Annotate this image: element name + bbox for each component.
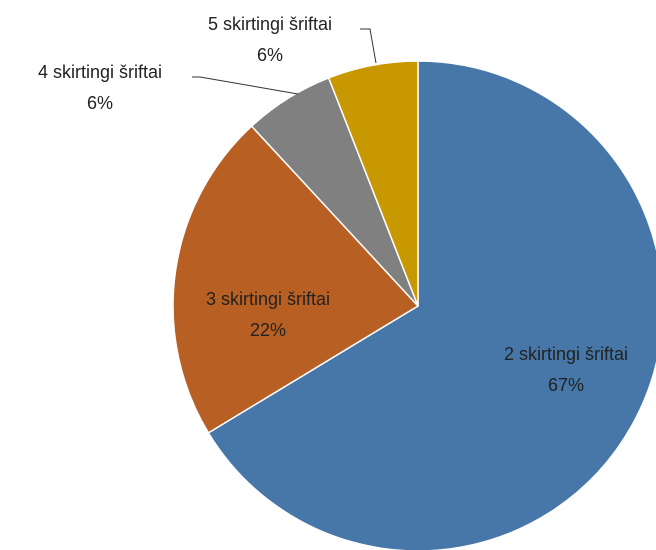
pie-slice	[327, 60, 419, 307]
leader-line	[360, 28, 377, 64]
value-label: 6%	[87, 93, 113, 113]
value-label: 22%	[250, 320, 286, 340]
value-label: 67%	[548, 375, 584, 395]
slice-label: 4 skirtingi šriftai	[38, 62, 162, 82]
slice-label: 3 skirtingi šriftai	[206, 289, 330, 309]
slice-label: 2 skirtingi šriftai	[504, 344, 628, 364]
slice-label: 5 skirtingi šriftai	[208, 14, 332, 34]
value-label: 6%	[257, 45, 283, 65]
leader-line	[192, 76, 299, 95]
pie-slice	[207, 60, 656, 550]
pie-slice	[172, 125, 420, 434]
